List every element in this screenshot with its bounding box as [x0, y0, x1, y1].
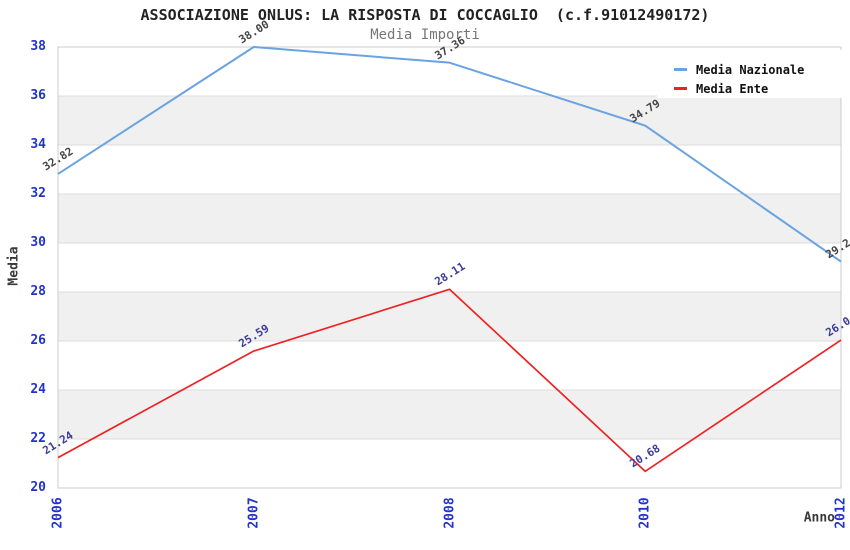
- background-band: [58, 390, 841, 439]
- x-tick-label: 2007: [246, 497, 262, 529]
- y-tick-label: 26: [30, 333, 46, 348]
- y-tick-label: 24: [30, 382, 46, 397]
- y-tick-label: 22: [30, 431, 46, 446]
- series-line-media-nazionale: [57, 46, 842, 263]
- legend-label: Media Ente: [696, 81, 769, 96]
- y-tick-label: 32: [30, 186, 46, 201]
- y-tick-label: 38: [30, 39, 46, 54]
- legend-item: Media Ente: [674, 79, 850, 98]
- y-tick-label: 28: [30, 284, 46, 299]
- legend: Media Nazionale Media Ente: [657, 50, 850, 98]
- background-band: [58, 292, 841, 341]
- x-tick-label: 2008: [442, 497, 457, 529]
- y-tick-label: 36: [30, 88, 46, 103]
- background-band: [58, 96, 841, 145]
- background-band: [58, 194, 841, 243]
- y-tick-label: 30: [30, 235, 46, 250]
- legend-swatch-icon: [674, 87, 687, 90]
- chart-subtitle: Media Importi: [370, 27, 480, 43]
- x-axis-title: Anno: [803, 510, 835, 526]
- y-tick-label: 34: [30, 137, 46, 152]
- series-line-media-ente: [57, 288, 842, 473]
- plot-border: [57, 46, 842, 489]
- x-tick-label: 2012: [833, 497, 849, 529]
- x-tick-label: 2006: [50, 497, 66, 529]
- y-tick-label: 20: [30, 480, 46, 495]
- chart-title: ASSOCIAZIONE ONLUS: LA RISPOSTA DI COCCA…: [140, 6, 710, 24]
- x-tick-label: 2010: [637, 497, 653, 529]
- legend-item: Media Nazionale: [674, 60, 850, 79]
- legend-label: Media Nazionale: [696, 62, 805, 77]
- legend-swatch-icon: [674, 68, 687, 71]
